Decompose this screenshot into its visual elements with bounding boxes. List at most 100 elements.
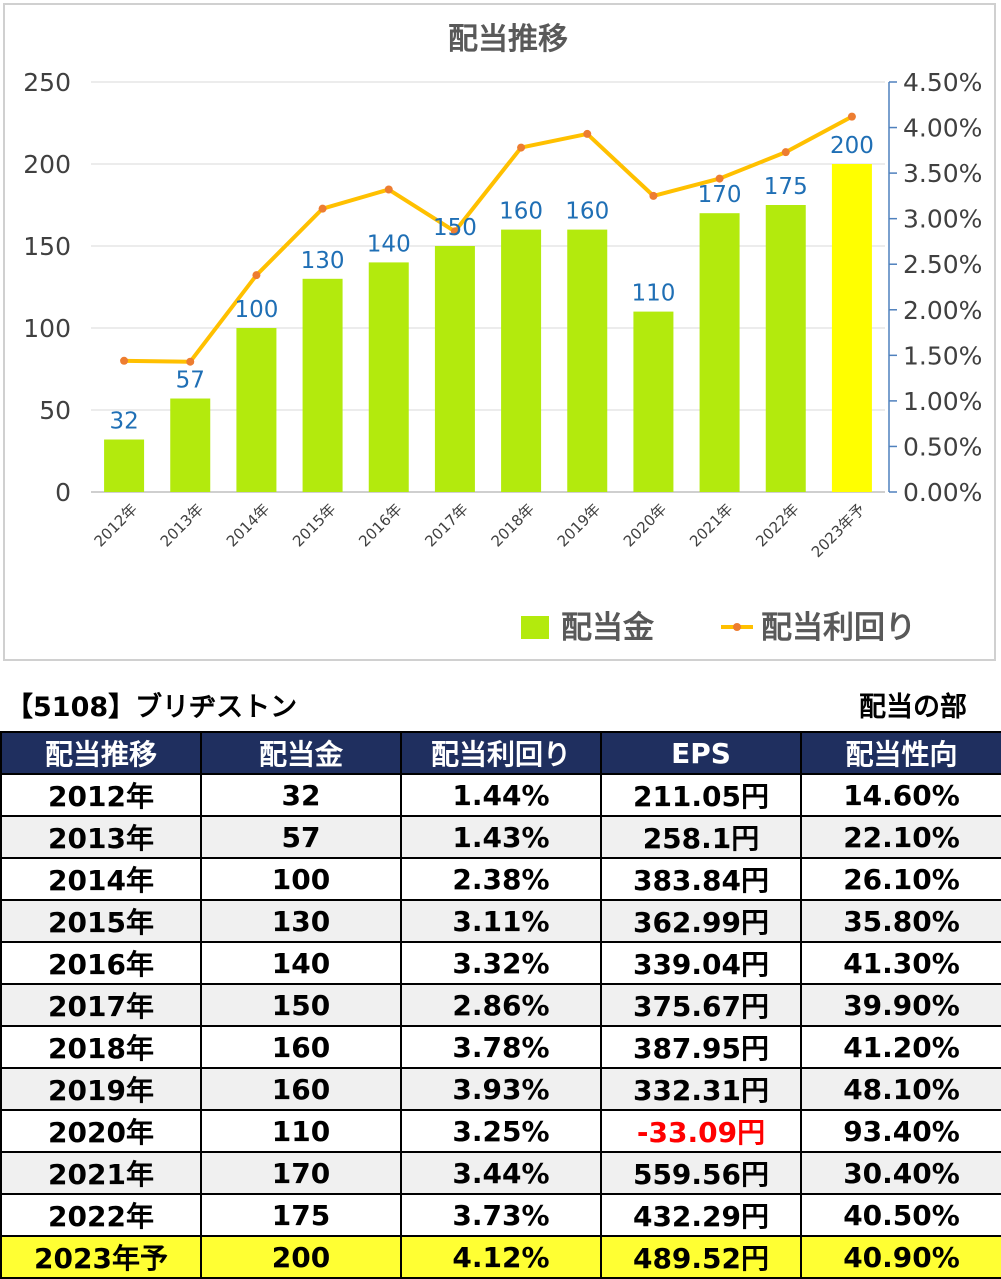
y-left-tick-label: 150 <box>23 232 71 261</box>
company-name: 【5108】ブリヂストン <box>6 692 298 723</box>
cell-year: 2023年予 <box>0 1235 202 1279</box>
data-label: 160 <box>499 199 543 225</box>
dividend-table: 配当推移 配当金 配当利回り EPS 配当性向 2012年 32 1.44% 211.… <box>0 731 1001 1279</box>
x-tick-label: 2018年 <box>488 500 538 550</box>
cell-payout: 93.40% <box>800 1109 1001 1153</box>
legend-label-dividend: 配当金 <box>561 610 655 646</box>
bar-2017年 <box>434 246 475 492</box>
bar-2012年 <box>104 439 145 492</box>
cell-payout: 48.10% <box>800 1067 1001 1111</box>
y-left-tick-label: 50 <box>39 396 71 425</box>
bar-2021年 <box>699 213 740 492</box>
table-row: 2018年 160 3.78% 387.95円 41.20% <box>0 1025 1001 1069</box>
table-row: 2014年 100 2.38% 383.84円 26.10% <box>0 857 1001 901</box>
yield-point-2020年 <box>649 191 658 200</box>
yield-point-2014年 <box>252 271 261 280</box>
cell-yield: 3.93% <box>400 1067 602 1111</box>
y-left-tick-label: 250 <box>23 68 71 97</box>
yield-line <box>124 114 853 364</box>
cell-year: 2016年 <box>0 941 202 985</box>
cell-payout: 40.90% <box>800 1235 1001 1279</box>
data-label: 200 <box>830 133 874 159</box>
cell-dividend: 200 <box>200 1235 402 1279</box>
cell-eps: 211.05円 <box>600 773 802 817</box>
x-tick-label: 2022年 <box>752 500 802 550</box>
cell-year: 2018年 <box>0 1025 202 1069</box>
cell-eps: 339.04円 <box>600 941 802 985</box>
cell-year: 2013年 <box>0 815 202 859</box>
col-header-year: 配当推移 <box>0 731 202 775</box>
legend-marker-yield <box>733 623 741 631</box>
cell-yield: 1.43% <box>400 815 602 859</box>
cell-dividend: 150 <box>200 983 402 1027</box>
cell-eps: 489.52円 <box>600 1235 802 1279</box>
y-right-tick-label: 3.50% <box>903 159 982 188</box>
yield-point-2019年 <box>583 129 592 138</box>
cell-dividend: 175 <box>200 1193 402 1237</box>
bar-2020年 <box>633 311 674 492</box>
cell-eps: 559.56円 <box>600 1151 802 1195</box>
yield-point-2012年 <box>120 356 129 365</box>
cell-year: 2012年 <box>0 773 202 817</box>
cell-yield: 3.32% <box>400 941 602 985</box>
yield-point-2017年 <box>450 227 459 236</box>
bar-2013年 <box>170 398 211 492</box>
cell-year: 2022年 <box>0 1193 202 1237</box>
col-header-yield: 配当利回り <box>400 731 602 775</box>
chart-svg: 配当推移 0 50 100 150 200 250 0.00% 0.50% 1.00% 1.50% 2… <box>23 22 982 646</box>
y-right-tick-label: 4.00% <box>903 114 982 143</box>
cell-payout: 30.40% <box>800 1151 1001 1195</box>
bar-2015年 <box>302 278 343 492</box>
yield-point-2023年予 <box>847 112 856 121</box>
cell-eps: 362.99円 <box>600 899 802 943</box>
bar-2016年 <box>368 262 409 492</box>
x-tick-label: 2013年 <box>157 500 207 550</box>
cell-yield: 3.44% <box>400 1151 602 1195</box>
table-row: 2016年 140 3.32% 339.04円 41.30% <box>0 941 1001 985</box>
cell-dividend: 32 <box>200 773 402 817</box>
data-label: 110 <box>631 281 675 307</box>
yield-point-2021年 <box>715 174 724 183</box>
y-right-tick-label: 2.00% <box>903 296 982 325</box>
cell-yield: 3.78% <box>400 1025 602 1069</box>
x-tick-label: 2021年 <box>686 500 736 550</box>
legend-swatch-dividend <box>521 616 549 639</box>
col-header-dividend: 配当金 <box>200 731 402 775</box>
yield-point-2015年 <box>318 204 327 213</box>
table-row: 2019年 160 3.93% 332.31円 48.10% <box>0 1067 1001 1111</box>
y-right-tick-label: 3.00% <box>903 205 982 234</box>
data-label: 150 <box>433 215 477 241</box>
cell-yield: 4.12% <box>400 1235 602 1279</box>
x-tick-label: 2019年 <box>554 500 604 550</box>
cell-eps: 383.84円 <box>600 857 802 901</box>
data-label: 130 <box>301 248 345 274</box>
cell-eps: 258.1円 <box>600 815 802 859</box>
dividend-chart: 配当推移 0 50 100 150 200 250 0.00% 0.50% 1.00% 1.50% 2… <box>3 3 996 661</box>
cell-yield: 3.73% <box>400 1193 602 1237</box>
cell-dividend: 160 <box>200 1067 402 1111</box>
y-right-tick-label: 2.50% <box>903 250 982 279</box>
cell-dividend: 110 <box>200 1109 402 1153</box>
yield-point-2018年 <box>517 143 526 152</box>
table-row: 2023年予 200 4.12% 489.52円 40.90% <box>0 1235 1001 1279</box>
section-label: 配当の部 <box>859 692 967 723</box>
yield-point-2022年 <box>781 148 790 157</box>
x-tick-label: 2012年 <box>91 500 141 550</box>
bar-2018年 <box>501 229 542 492</box>
y-right-tick-label: 0.00% <box>903 478 982 507</box>
cell-dividend: 100 <box>200 857 402 901</box>
cell-dividend: 140 <box>200 941 402 985</box>
cell-yield: 2.86% <box>400 983 602 1027</box>
y-right-tick-label: 1.00% <box>903 387 982 416</box>
cell-payout: 39.90% <box>800 983 1001 1027</box>
data-label: 100 <box>234 297 278 323</box>
cell-year: 2017年 <box>0 983 202 1027</box>
y-left-tick-label: 100 <box>23 314 71 343</box>
y-right-tick-label: 4.50% <box>903 68 982 97</box>
data-label: 170 <box>698 182 742 208</box>
data-label: 160 <box>565 199 609 225</box>
table-row: 2015年 130 3.11% 362.99円 35.80% <box>0 899 1001 943</box>
cell-payout: 41.30% <box>800 941 1001 985</box>
y-right-tick-label: 0.50% <box>903 432 982 461</box>
cell-year: 2020年 <box>0 1109 202 1153</box>
